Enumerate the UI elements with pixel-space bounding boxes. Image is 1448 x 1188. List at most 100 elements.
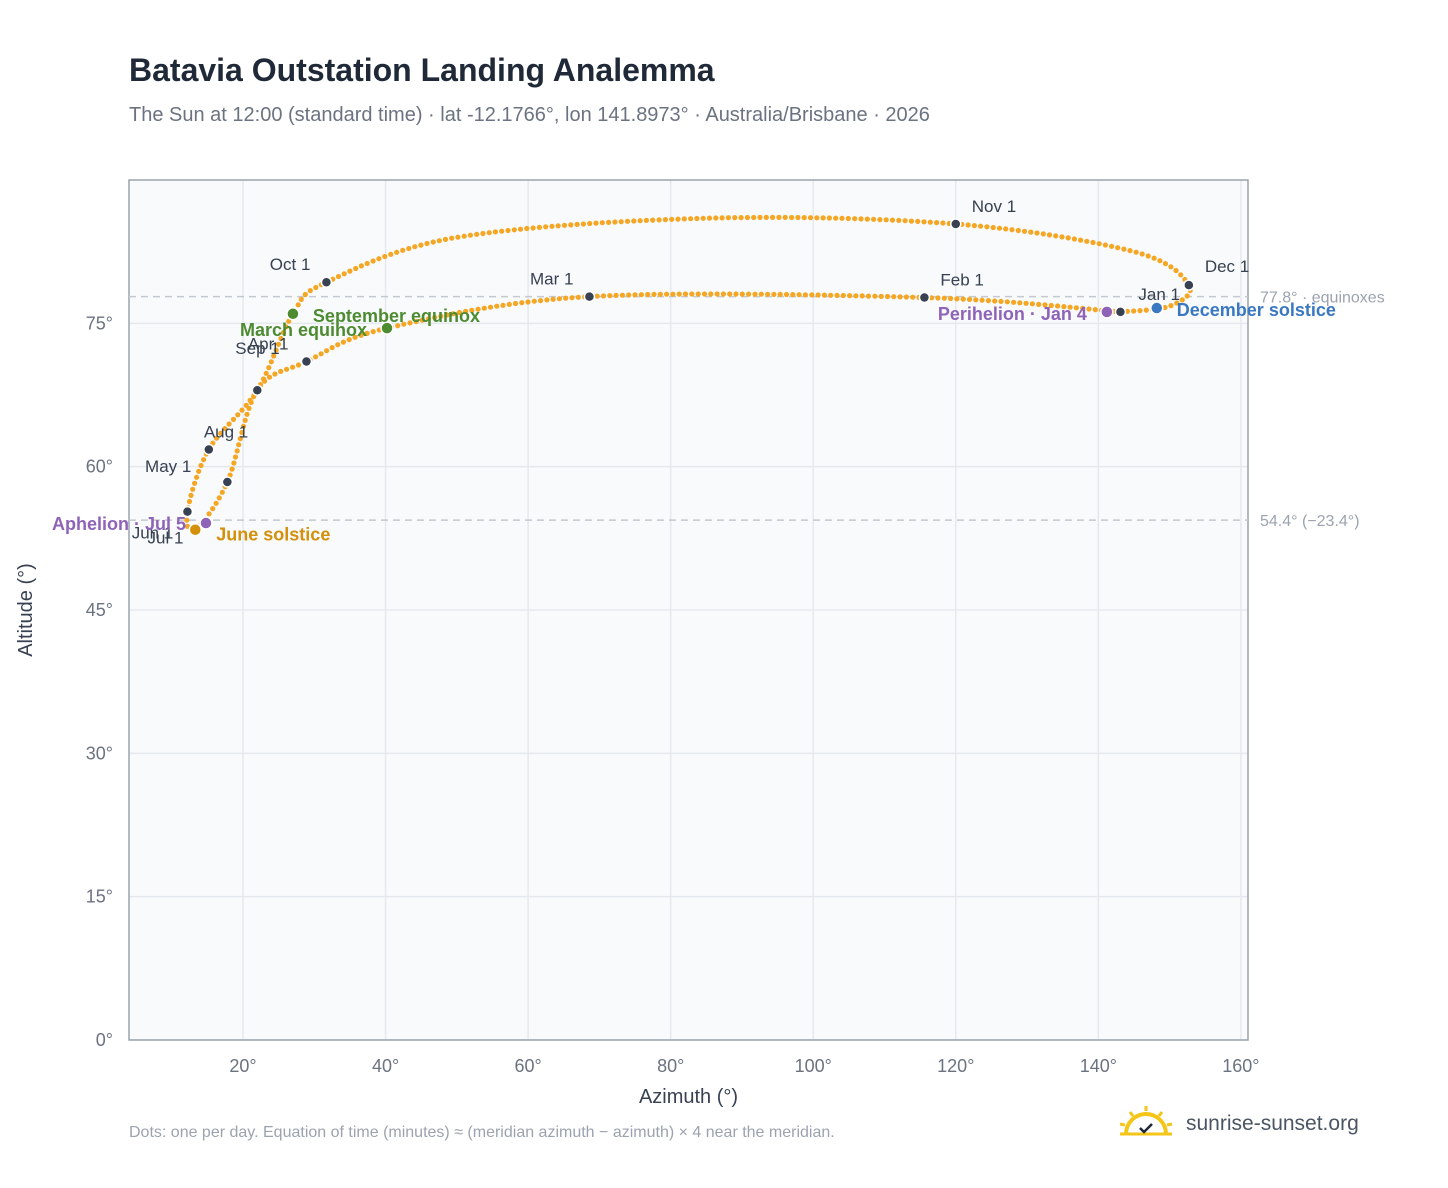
daily-dot xyxy=(1004,299,1010,305)
daily-dot xyxy=(1109,243,1115,249)
daily-dot xyxy=(1023,300,1029,306)
daily-dot xyxy=(897,294,903,300)
daily-dot xyxy=(1133,249,1139,255)
daily-dot xyxy=(1151,255,1157,261)
daily-dot xyxy=(948,295,954,302)
daily-dot xyxy=(1029,301,1035,307)
daily-dot xyxy=(1179,297,1185,303)
daily-dot xyxy=(839,215,845,221)
daily-dot xyxy=(186,498,193,505)
daily-dot xyxy=(657,291,663,297)
daily-dot xyxy=(358,332,364,338)
month-label: Nov 1 xyxy=(972,197,1016,216)
x-tick-label: 140° xyxy=(1080,1056,1117,1076)
daily-dot xyxy=(757,214,763,220)
y-tick-label: 45° xyxy=(86,600,113,620)
daily-dot xyxy=(1145,253,1151,259)
daily-dot xyxy=(278,335,284,342)
daily-dot xyxy=(1048,302,1054,309)
daily-dot xyxy=(242,417,248,423)
daily-dot xyxy=(352,334,358,340)
y-tick-label: 30° xyxy=(86,743,113,763)
daily-dot xyxy=(1055,303,1061,309)
daily-dots xyxy=(184,214,1193,534)
daily-dot xyxy=(902,218,908,224)
y-tick-label: 0° xyxy=(96,1030,113,1050)
daily-dot xyxy=(525,299,531,305)
daily-dot xyxy=(341,271,347,277)
month-marker xyxy=(1114,306,1127,318)
daily-dot xyxy=(302,291,308,298)
event-marker xyxy=(199,516,213,530)
chart-title: Batavia Outstation Landing Analemma xyxy=(129,52,715,88)
daily-dot xyxy=(487,304,494,310)
daily-dot xyxy=(1034,230,1040,236)
event-label: June solstice xyxy=(216,525,330,545)
daily-dot xyxy=(556,296,563,302)
daily-dot xyxy=(335,273,342,280)
month-label: Feb 1 xyxy=(940,271,983,290)
daily-dot xyxy=(364,330,370,336)
daily-dot xyxy=(1017,300,1023,306)
daily-dot xyxy=(845,215,851,222)
daily-dot xyxy=(763,214,769,220)
month-marker xyxy=(583,290,596,303)
chart-subtitle: The Sun at 12:00 (standard time) · lat -… xyxy=(129,104,930,126)
daily-dot xyxy=(231,460,237,466)
daily-dot xyxy=(783,291,790,298)
daily-dot xyxy=(637,218,643,224)
daily-dot xyxy=(1061,304,1067,310)
daily-dot xyxy=(1131,308,1137,314)
daily-dot xyxy=(1184,293,1190,299)
daily-dot xyxy=(978,223,984,229)
daily-dot xyxy=(432,314,438,321)
daily-dot xyxy=(758,291,764,297)
daily-dot xyxy=(790,292,796,298)
daily-dot xyxy=(494,303,500,309)
month-marker xyxy=(203,443,215,456)
daily-dot xyxy=(600,293,607,299)
daily-dot xyxy=(500,302,506,308)
daily-dot xyxy=(719,215,725,221)
y-tick-label: 75° xyxy=(86,313,113,333)
daily-dot xyxy=(770,214,776,220)
daily-dot xyxy=(1028,229,1034,235)
daily-dot xyxy=(280,330,286,336)
brand[interactable]: sunrise-sunset.org xyxy=(1118,1100,1359,1148)
daily-dot xyxy=(927,219,933,225)
daily-dot xyxy=(329,345,335,351)
daily-dot xyxy=(985,298,992,304)
daily-dot xyxy=(751,214,757,221)
daily-dot xyxy=(538,298,544,304)
daily-dot xyxy=(669,216,675,222)
daily-dot xyxy=(802,292,809,298)
daily-dot xyxy=(847,293,853,299)
daily-dot xyxy=(593,220,599,226)
daily-dot xyxy=(984,224,990,230)
daily-dot xyxy=(244,411,250,417)
daily-dot xyxy=(771,291,777,297)
daily-dot xyxy=(236,442,242,448)
daily-dot xyxy=(406,245,412,252)
event-marker xyxy=(1100,305,1114,319)
month-label: Aug 1 xyxy=(204,422,248,441)
daily-dot xyxy=(1162,304,1168,311)
daily-dot xyxy=(524,225,530,232)
daily-dot xyxy=(801,215,807,221)
daily-dot xyxy=(1071,236,1077,242)
daily-dot xyxy=(237,436,243,442)
daily-dot xyxy=(1086,306,1092,312)
daily-dot xyxy=(419,317,425,323)
daily-dot xyxy=(688,216,694,222)
daily-dot xyxy=(940,220,946,226)
daily-dot xyxy=(700,215,706,221)
daily-dot xyxy=(210,506,216,512)
daily-dot xyxy=(814,215,820,221)
daily-dot xyxy=(284,366,290,372)
daily-dot xyxy=(400,247,406,253)
daily-dot xyxy=(675,216,681,222)
daily-dot xyxy=(1046,232,1053,238)
daily-dot xyxy=(364,260,370,267)
daily-dot xyxy=(877,217,883,223)
